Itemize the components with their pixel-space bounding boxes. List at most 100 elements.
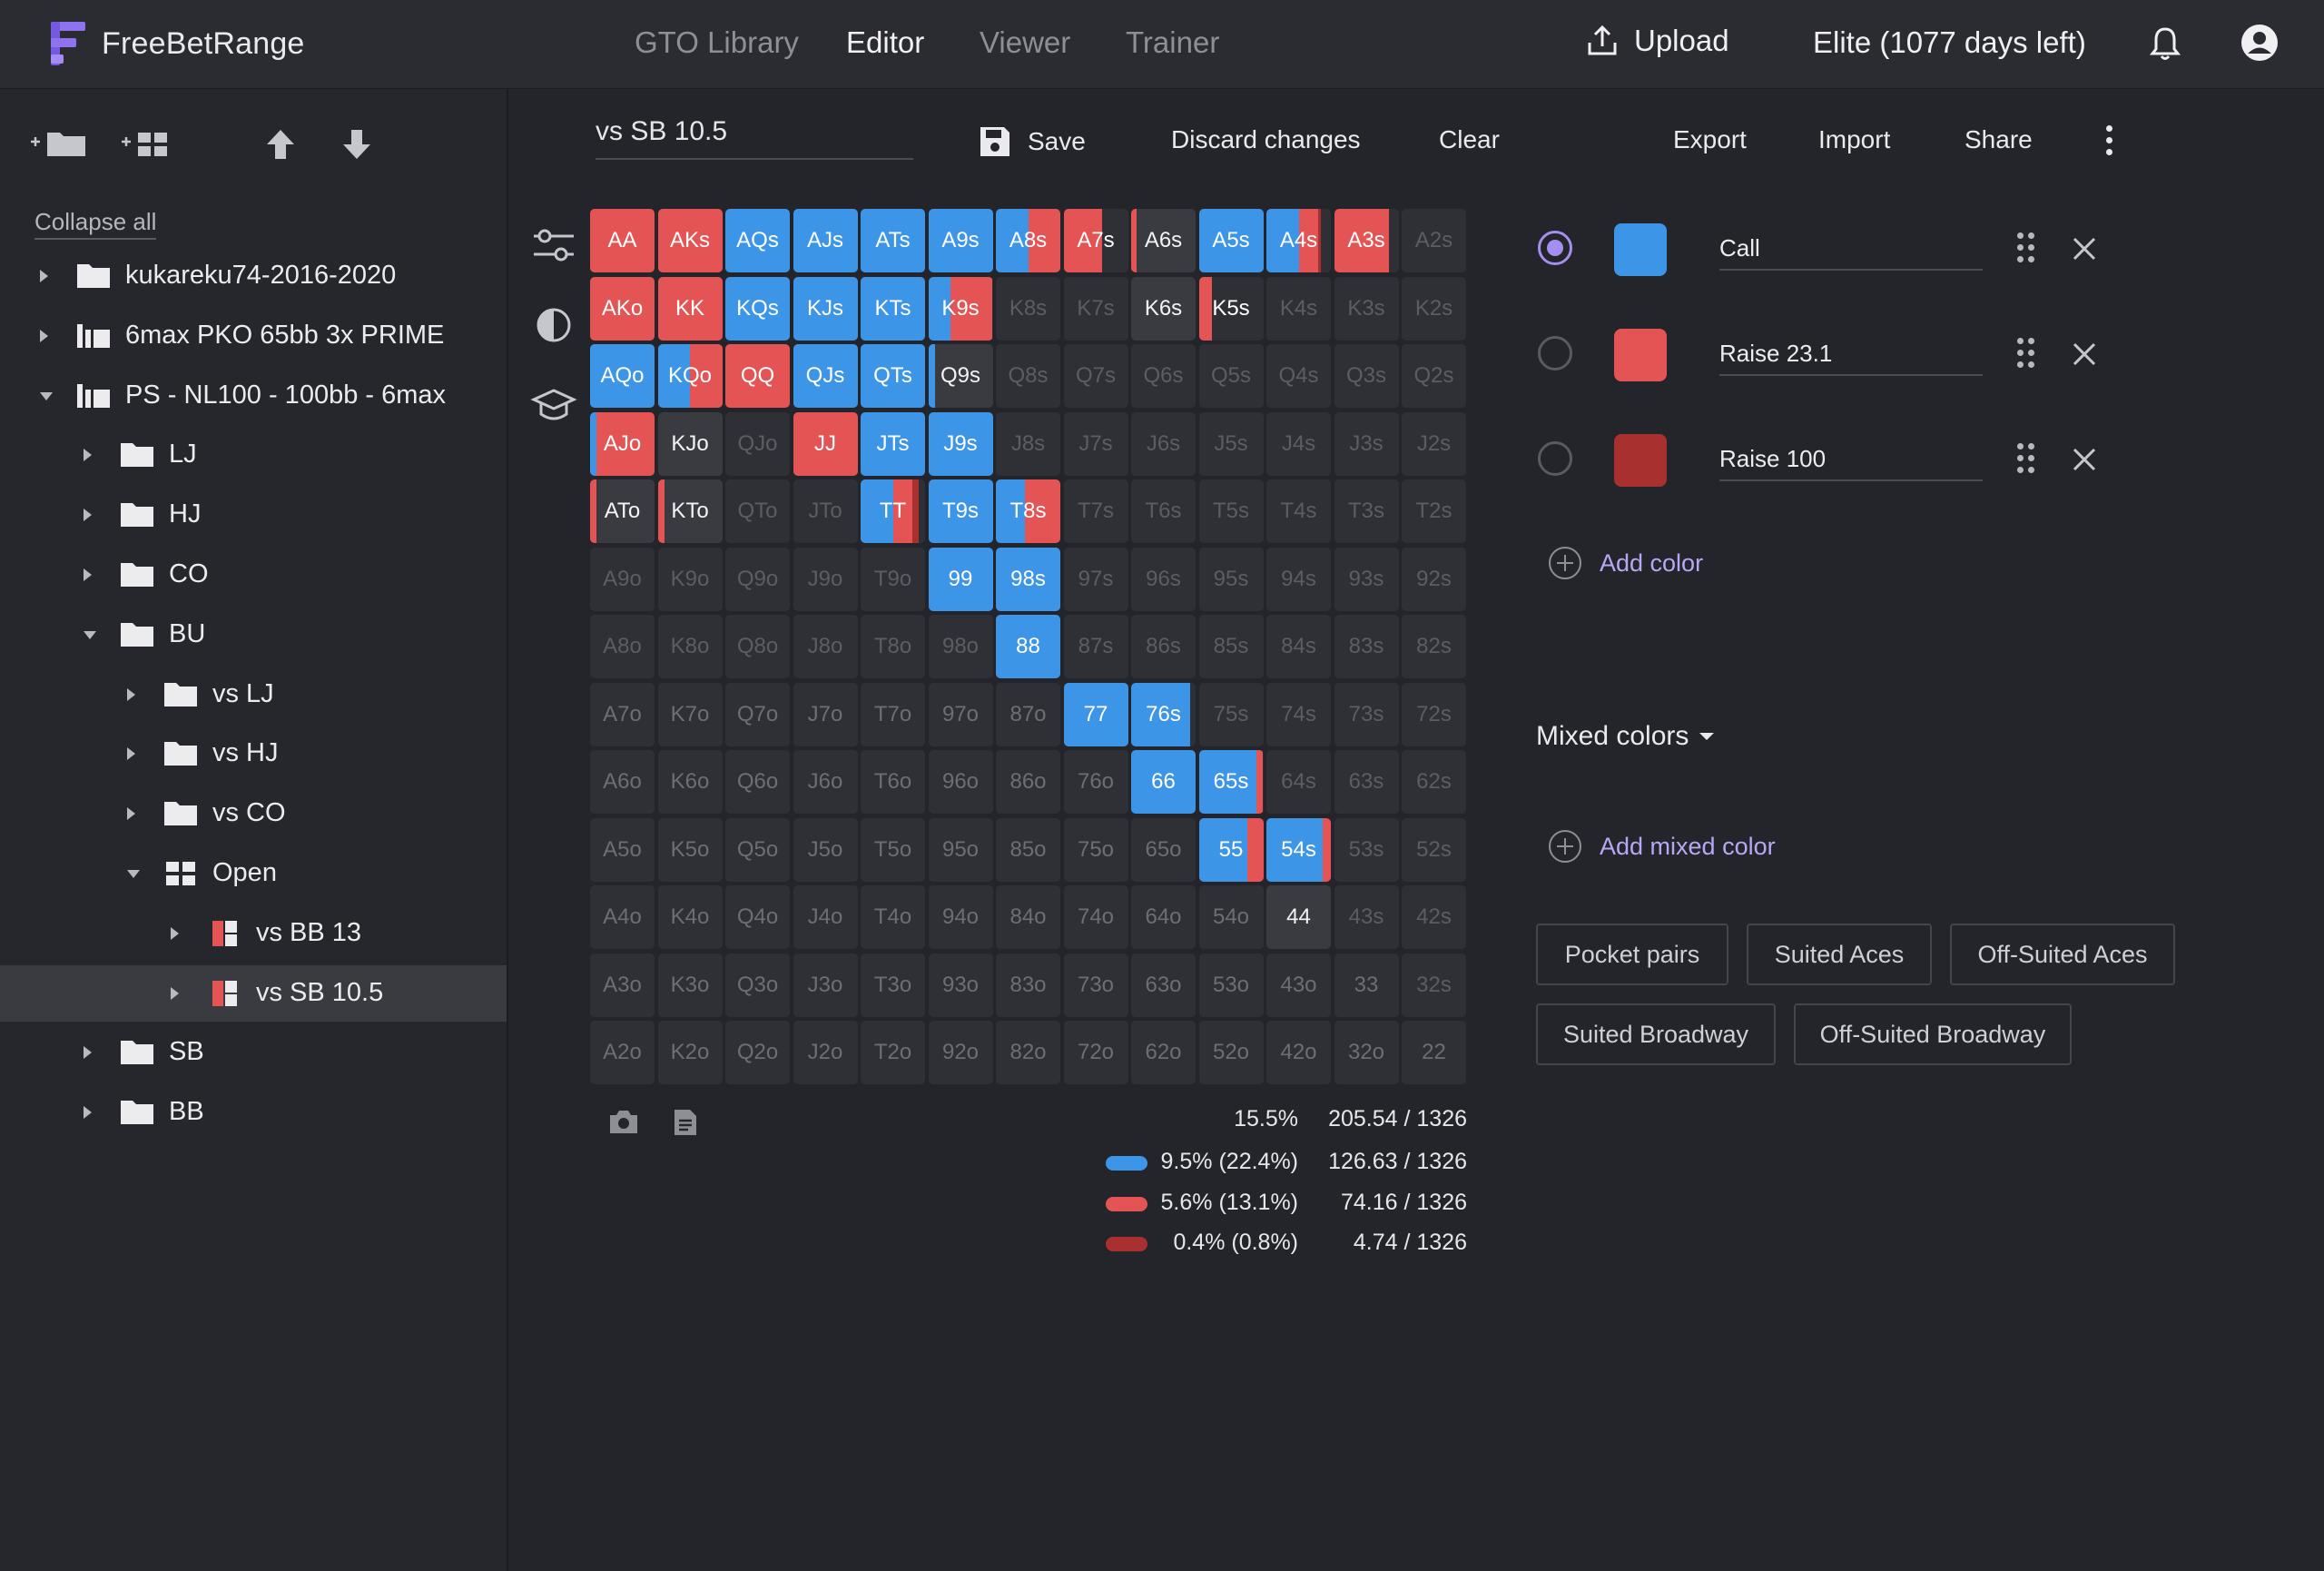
hand-cell[interactable]: A2s	[1402, 209, 1466, 272]
tree-item[interactable]: kukareku74-2016-2020	[0, 248, 507, 304]
hand-cell[interactable]: 83s	[1334, 615, 1399, 678]
tree-item[interactable]: HJ	[0, 487, 507, 543]
hand-cell[interactable]: 65s	[1198, 750, 1264, 814]
caret-right-icon[interactable]	[171, 926, 179, 940]
color-name-input[interactable]: Raise 100	[1719, 429, 1983, 481]
hand-cell[interactable]: 98o	[928, 615, 993, 678]
notes-icon[interactable]	[672, 1108, 699, 1137]
preset-off-suited-aces[interactable]: Off-Suited Aces	[1950, 924, 2175, 985]
hand-cell[interactable]: J4o	[793, 885, 858, 949]
hand-cell[interactable]: T7o	[861, 682, 925, 746]
hand-cell[interactable]: 85s	[1198, 615, 1264, 678]
hand-cell[interactable]: K5s	[1198, 276, 1264, 341]
subscription-status[interactable]: Elite (1077 days left)	[1813, 25, 2086, 59]
hand-cell[interactable]: 63o	[1131, 953, 1196, 1017]
hand-cell[interactable]: A5s	[1198, 209, 1264, 272]
hand-cell[interactable]: ATs	[861, 209, 925, 272]
nav-viewer[interactable]: Viewer	[980, 25, 1071, 59]
hand-cell[interactable]: QQ	[725, 344, 790, 408]
hand-cell[interactable]: 52s	[1402, 817, 1466, 882]
hand-cell[interactable]: T6s	[1131, 479, 1196, 543]
hand-cell[interactable]: 95o	[928, 817, 993, 882]
hand-cell[interactable]: K6s	[1131, 276, 1196, 341]
hand-cell[interactable]: 96o	[928, 750, 993, 814]
hand-cell[interactable]: Q2o	[725, 1021, 790, 1084]
hand-cell[interactable]: A3s	[1334, 209, 1399, 272]
hand-cell[interactable]: 64s	[1266, 750, 1331, 814]
color-select-radio[interactable]	[1538, 336, 1572, 371]
hand-cell[interactable]: Q6o	[725, 750, 790, 814]
hand-cell[interactable]: 52o	[1198, 1021, 1264, 1084]
hand-cell[interactable]: A4o	[590, 885, 655, 949]
nav-gto-library[interactable]: GTO Library	[635, 25, 799, 59]
hand-cell[interactable]: 77	[1063, 682, 1128, 746]
hand-cell[interactable]: 75o	[1063, 817, 1128, 882]
preset-suited-broadway[interactable]: Suited Broadway	[1536, 1003, 1776, 1065]
hand-cell[interactable]: J9s	[928, 411, 993, 476]
hand-cell[interactable]: ATo	[590, 479, 655, 543]
hand-cell[interactable]: 83o	[996, 953, 1060, 1017]
trainer-cap-icon[interactable]	[530, 385, 577, 425]
hand-cell[interactable]: AJo	[590, 411, 655, 476]
hand-cell[interactable]: T9s	[928, 479, 993, 543]
hand-cell[interactable]: T8s	[996, 479, 1060, 543]
nav-trainer[interactable]: Trainer	[1126, 25, 1220, 59]
hand-cell[interactable]: 62s	[1402, 750, 1466, 814]
hand-cell[interactable]: K4s	[1266, 276, 1331, 341]
hand-cell[interactable]: JTo	[793, 479, 858, 543]
contrast-icon[interactable]	[530, 305, 577, 345]
hand-cell[interactable]: T3s	[1334, 479, 1399, 543]
tree-item[interactable]: PS - NL100 - 100bb - 6max	[0, 368, 507, 424]
logo[interactable]: FreeBetRange	[49, 20, 305, 67]
new-folder-button[interactable]	[29, 126, 87, 163]
hand-cell[interactable]: A6s	[1131, 209, 1196, 272]
hand-cell[interactable]: 64o	[1131, 885, 1196, 949]
hand-cell[interactable]: A8o	[590, 615, 655, 678]
hand-cell[interactable]: T7s	[1063, 479, 1128, 543]
close-icon[interactable]	[2072, 341, 2097, 367]
hand-cell[interactable]: A2o	[590, 1021, 655, 1084]
hand-cell[interactable]: 98s	[996, 547, 1060, 611]
hand-cell[interactable]: K4o	[657, 885, 723, 949]
hand-cell[interactable]: Q9s	[928, 344, 993, 408]
hand-cell[interactable]: 93o	[928, 953, 993, 1017]
hand-cell[interactable]: 97o	[928, 682, 993, 746]
hand-cell[interactable]: Q7s	[1063, 344, 1128, 408]
account-icon[interactable]	[2240, 24, 2279, 62]
tree-item[interactable]: BU	[0, 607, 507, 663]
tree-item[interactable]: vs CO	[0, 786, 507, 842]
tree-item[interactable]: vs HJ	[0, 726, 507, 782]
new-group-button[interactable]	[120, 126, 178, 163]
preset-pocket-pairs[interactable]: Pocket pairs	[1536, 924, 1728, 985]
color-swatch[interactable]	[1614, 223, 1667, 276]
hand-cell[interactable]: Q4o	[725, 885, 790, 949]
hand-cell[interactable]: J8o	[793, 615, 858, 678]
hand-cell[interactable]: 54o	[1198, 885, 1264, 949]
hand-cell[interactable]: J2s	[1402, 411, 1466, 476]
tree-item[interactable]: SB	[0, 1024, 507, 1081]
hand-cell[interactable]: 88	[996, 615, 1060, 678]
caret-right-icon[interactable]	[40, 329, 48, 342]
preset-suited-aces[interactable]: Suited Aces	[1747, 924, 1932, 985]
hand-cell[interactable]: J5o	[793, 817, 858, 882]
hand-cell[interactable]: Q5o	[725, 817, 790, 882]
hand-cell[interactable]: 43o	[1266, 953, 1331, 1017]
hand-cell[interactable]: 65o	[1131, 817, 1196, 882]
hand-cell[interactable]: 82s	[1402, 615, 1466, 678]
hand-cell[interactable]: 43s	[1334, 885, 1399, 949]
hand-cell[interactable]: A9o	[590, 547, 655, 611]
hand-cell[interactable]: K9o	[657, 547, 723, 611]
hand-cell[interactable]: QJs	[793, 344, 858, 408]
hand-cell[interactable]: T9o	[861, 547, 925, 611]
hand-cell[interactable]: T6o	[861, 750, 925, 814]
hand-cell[interactable]: 99	[928, 547, 993, 611]
upload-button[interactable]: Upload	[1587, 24, 1729, 58]
hand-cell[interactable]: J3o	[793, 953, 858, 1017]
hand-cell[interactable]: A8s	[996, 209, 1060, 272]
hand-cell[interactable]: Q3o	[725, 953, 790, 1017]
hand-cell[interactable]: 84o	[996, 885, 1060, 949]
caret-down-icon[interactable]	[127, 870, 140, 878]
hand-cell[interactable]: T4s	[1266, 479, 1331, 543]
hand-cell[interactable]: 94o	[928, 885, 993, 949]
hand-cell[interactable]: 92s	[1402, 547, 1466, 611]
